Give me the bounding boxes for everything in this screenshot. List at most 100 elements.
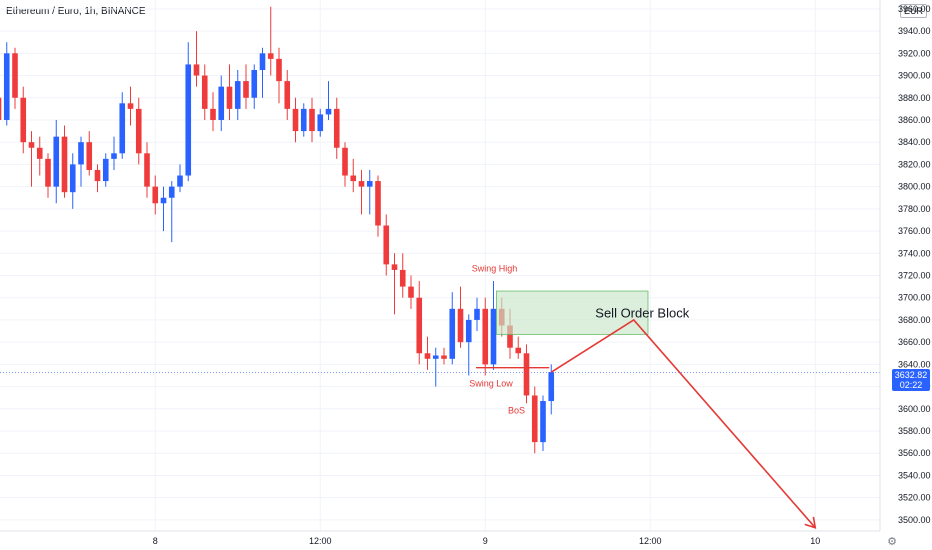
candle [432,347,439,387]
candle-body [449,308,456,359]
candle [20,86,27,154]
annotation-layer: Swing High Swing Low BoS [469,264,817,529]
candle-body [531,395,538,443]
candle [193,31,200,87]
candle-body [309,108,315,132]
candle-body [424,353,431,359]
order-block-layer: Sell Order Block [496,290,690,335]
candle-body [350,175,357,182]
candle [127,86,134,126]
candle-body [201,75,208,109]
pair-title: Ethereum / Euro, 1h, BINANCE [6,6,146,17]
sell-order-block-label: Sell Order Block [595,306,689,321]
candle-body [490,308,497,365]
time-tick-label: 8 [153,536,158,546]
currency-selector[interactable]: EUR [900,4,928,18]
candle [168,181,175,243]
candle [69,153,76,209]
price-tick-label: 3760.00 [898,226,931,236]
candle-body [3,53,10,120]
candle-body [168,186,175,198]
candle [259,47,266,98]
candle [482,297,489,376]
candle-body [193,64,200,76]
candle-countdown: 02:22 [899,380,923,390]
price-tick-label: 3640.00 [898,359,931,369]
candle [416,281,423,365]
price-tick-label: 3780.00 [898,204,931,214]
candle [226,64,233,120]
candle [210,92,216,132]
candle [177,164,183,193]
candle-body [226,86,233,109]
candle [53,119,60,204]
candle [523,344,530,404]
candle-body [111,153,117,159]
candle-body [69,164,76,193]
candle-body [366,181,373,187]
candle [515,336,522,359]
candle-body [28,142,35,148]
candle [36,136,43,176]
gear-icon[interactable]: ⚙ [887,536,897,548]
candle-body [408,286,414,298]
price-tick-label: 3500.00 [898,515,931,525]
candle-body [152,186,159,204]
candle [366,169,373,215]
candle [144,142,150,198]
candle [540,395,546,452]
candle-body [333,108,340,148]
candle-body [292,108,299,132]
candle [284,69,291,120]
candle-body [358,181,365,187]
grid [0,0,880,531]
candle [399,253,406,298]
time-tick-label: 12:00 [309,536,332,546]
price-tick-label: 3660.00 [898,337,931,347]
candle [441,347,447,365]
time-tick-label: 12:00 [639,536,662,546]
candle-body [94,169,101,182]
candle [234,69,241,120]
candle-body [12,53,18,98]
candle-body [243,81,249,98]
candle [28,131,35,187]
candle [160,186,167,232]
candle-body [300,108,307,132]
candle [309,97,315,143]
swing-low-label: Swing Low [469,379,513,389]
projection-path [550,318,816,529]
candle-body [102,158,109,182]
candle-body [36,147,43,159]
price-tick-label: 3880.00 [898,93,931,103]
candle-body [0,97,2,120]
last-price-value: 3632.82 [894,370,928,380]
projection-arrowhead [804,516,817,529]
candle-body [548,372,555,402]
candle-body [515,347,522,354]
candle-body [53,136,60,187]
candle-body [135,108,142,154]
candle [267,6,274,76]
candle-body [441,355,447,359]
candle [490,281,497,370]
candle [86,131,93,176]
candle-body [276,58,282,82]
candle-body [267,53,274,59]
time-tick-label: 9 [483,536,488,546]
candle-body [375,181,381,226]
candle-body [391,264,398,270]
candle [94,164,101,193]
candle [342,142,348,187]
candle [424,336,431,370]
candle-body [210,108,216,120]
candle-body [259,53,266,70]
candle [78,136,84,187]
candle-body [325,108,332,115]
candle [61,125,68,198]
price-tick-label: 3840.00 [898,137,931,147]
price-tick-label: 3680.00 [898,315,931,325]
candle-body [160,197,167,204]
price-tick-label: 3820.00 [898,159,931,169]
